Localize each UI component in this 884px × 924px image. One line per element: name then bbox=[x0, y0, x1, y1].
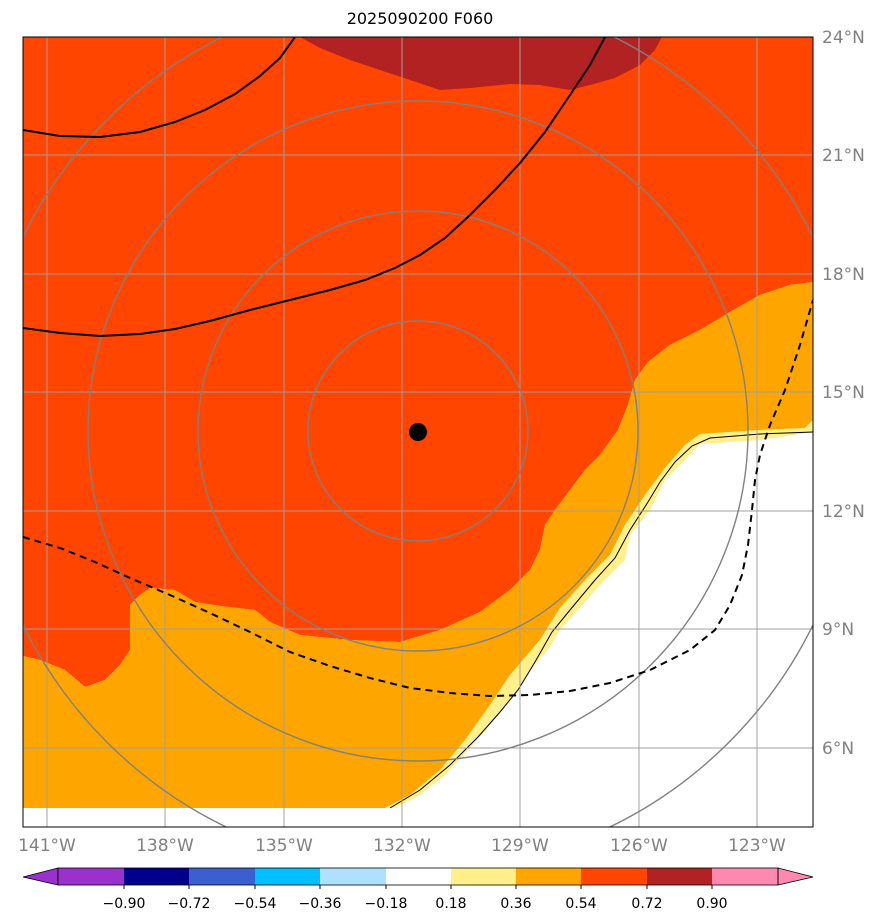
colorbar-segment bbox=[451, 868, 516, 885]
colorbar-segment bbox=[516, 868, 581, 885]
contour-fill-072-090 bbox=[300, 37, 662, 90]
lon-tick-label: 129°W bbox=[491, 836, 549, 856]
colorbar-extend-max bbox=[777, 867, 814, 886]
colorbar-segment bbox=[712, 868, 778, 885]
lon-tick-label: 132°W bbox=[373, 836, 431, 856]
plot-frame bbox=[22, 36, 814, 828]
colorbar-tick-labels: −0.90 −0.72 −0.54 −0.36 −0.18 0.18 0.36 … bbox=[103, 896, 728, 912]
lat-tick-label: 18°N bbox=[822, 265, 865, 285]
lon-tick-label: 135°W bbox=[255, 836, 313, 856]
lon-tick-label: 141°W bbox=[18, 836, 76, 856]
colorbar-segment bbox=[320, 868, 386, 885]
range-ring-3 bbox=[87, 100, 749, 762]
colorbar-tick-label: −0.18 bbox=[365, 896, 408, 912]
lat-tick-label: 24°N bbox=[822, 28, 865, 48]
colorbar-tick-label: −0.90 bbox=[103, 896, 146, 912]
colorbar-tick-label: 0.72 bbox=[631, 896, 662, 912]
colorbar-tick-label: −0.54 bbox=[234, 896, 277, 912]
colorbar-extend-min bbox=[22, 867, 59, 886]
lat-tick-label: 12°N bbox=[822, 502, 865, 522]
colorbar-tick-label: −0.72 bbox=[168, 896, 211, 912]
grid-lines bbox=[23, 37, 813, 827]
colorbar-tick-label: 0.90 bbox=[696, 896, 727, 912]
colorbar-frame bbox=[57, 867, 779, 886]
contour-fill-036-054 bbox=[23, 282, 813, 808]
colorbar-segment bbox=[647, 868, 712, 885]
lat-tick-label: 21°N bbox=[822, 146, 865, 166]
lon-tick-label: 123°W bbox=[728, 836, 786, 856]
coastline bbox=[389, 431, 813, 809]
lon-tick-label: 126°W bbox=[610, 836, 668, 856]
lon-tick-label: 138°W bbox=[136, 836, 194, 856]
no-data-strip bbox=[23, 808, 813, 827]
contour-line-solid-1 bbox=[23, 37, 296, 139]
lat-tick-label: 6°N bbox=[822, 739, 854, 759]
colorbar-segment bbox=[189, 868, 255, 885]
contour-fill-018-036 bbox=[385, 420, 813, 808]
colorbar-tick-label: 0.18 bbox=[435, 896, 466, 912]
map-title: 2025090200 F060 bbox=[346, 9, 494, 28]
map-plot: 24°N 21°N 18°N 15°N 12°N 9°N 6°N 141°W 1… bbox=[18, 28, 865, 856]
colorbar-segment bbox=[386, 868, 451, 885]
colorbar-tick-label: 0.54 bbox=[565, 896, 596, 912]
lat-axis: 24°N 21°N 18°N 15°N 12°N 9°N 6°N bbox=[822, 28, 865, 759]
storm-center-marker bbox=[409, 423, 427, 441]
colorbar-tick-label: 0.36 bbox=[500, 896, 531, 912]
colorbar-segment bbox=[58, 868, 124, 885]
lat-tick-label: 9°N bbox=[822, 620, 854, 640]
contour-line-solid-2 bbox=[23, 37, 606, 338]
colorbar-ticks bbox=[123, 885, 713, 889]
contour-fill-054-072 bbox=[23, 37, 813, 687]
range-rings bbox=[23, 37, 813, 827]
lon-axis: 141°W 138°W 135°W 132°W 129°W 126°W 123°… bbox=[18, 836, 786, 856]
colorbar-segment bbox=[255, 868, 320, 885]
colorbar-segment bbox=[124, 868, 189, 885]
colorbar-segment bbox=[581, 868, 647, 885]
range-ring-2 bbox=[197, 210, 639, 652]
lat-tick-label: 15°N bbox=[822, 383, 865, 403]
colorbar-tick-label: −0.36 bbox=[299, 896, 342, 912]
contour-line-dashed bbox=[23, 299, 813, 698]
range-ring-1 bbox=[307, 320, 529, 542]
